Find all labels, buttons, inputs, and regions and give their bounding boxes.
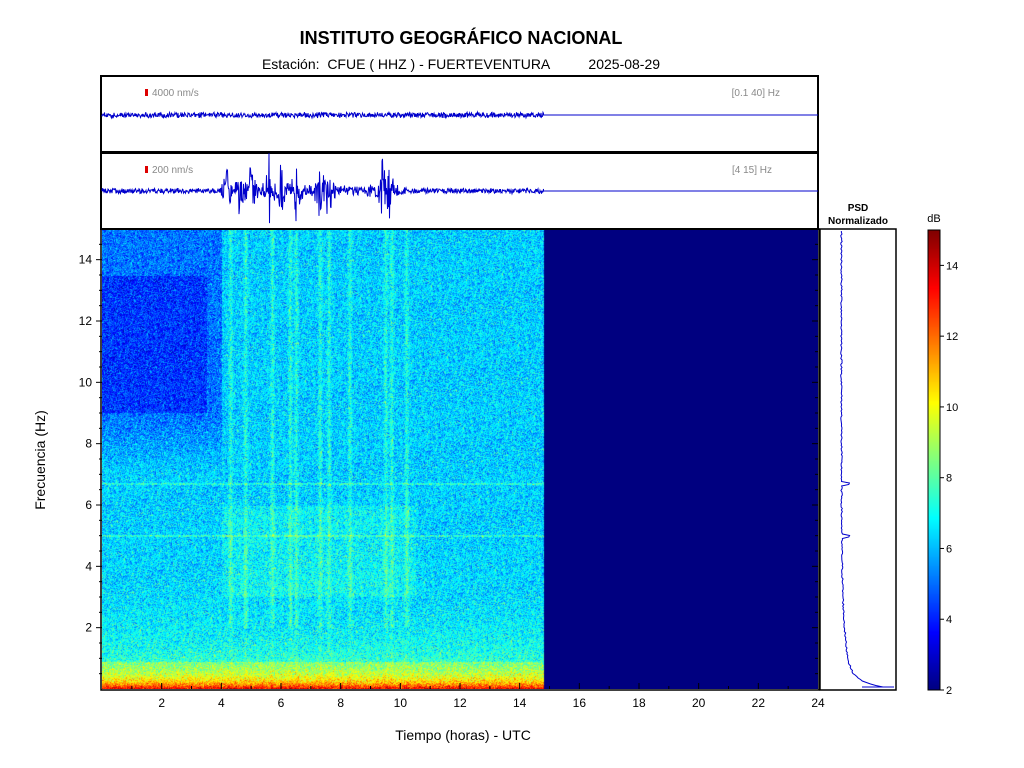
colorbar-tick-label: 12 — [946, 331, 958, 343]
x-tick-label: 4 — [218, 696, 225, 710]
colorbar-tick-label: 2 — [946, 685, 952, 697]
colorbar-tick-label: 4 — [946, 614, 952, 626]
psd-title-line1: PSD — [848, 203, 869, 214]
y-tick-label: 14 — [79, 253, 93, 267]
y-tick-label: 6 — [85, 498, 92, 512]
spectrogram-area — [102, 229, 818, 689]
colorbar-frame — [927, 229, 941, 691]
seismogram-filtered-trace — [101, 153, 818, 224]
y-tick-label: 12 — [79, 314, 93, 328]
colorbar-unit: dB — [927, 213, 940, 225]
y-tick-label: 8 — [85, 437, 92, 451]
x-tick-label: 6 — [278, 696, 285, 710]
psd-title-line2: Normalizado — [828, 216, 888, 227]
filter-label-2: [4 15] Hz — [732, 165, 772, 176]
colorbar-tick-label: 14 — [946, 260, 958, 272]
colorbar-tick-label: 10 — [946, 402, 958, 414]
scale-label-1: 4000 nm/s — [152, 88, 199, 99]
scale-label-2: 200 nm/s — [152, 165, 193, 176]
y-axis-title: Frecuencia (Hz) — [32, 410, 48, 510]
station-name: CFUE ( HHZ ) - FUERTEVENTURA — [327, 56, 550, 72]
x-tick-label: 8 — [337, 696, 344, 710]
x-tick-label: 16 — [573, 696, 587, 710]
x-axis: 2 4 6 8 10 12 14 16 18 20 22 24 — [131, 683, 825, 710]
y-axis: 2 4 6 8 10 12 14 — [79, 243, 818, 675]
seismogram-broadband-trace — [101, 110, 818, 120]
x-tick-label: 18 — [632, 696, 646, 710]
x-tick-label: 2 — [158, 696, 165, 710]
colorbar-ticks: 2 4 6 8 10 12 14 — [940, 260, 958, 697]
x-tick-label: 12 — [453, 696, 467, 710]
scale-marker-1 — [145, 89, 148, 96]
psd-frame — [819, 228, 897, 691]
y-tick-label: 10 — [79, 375, 93, 389]
colorbar-tick-label: 8 — [946, 473, 952, 485]
x-axis-title: Tiempo (horas) - UTC — [395, 727, 531, 743]
chart-title: INSTITUTO GEOGRÁFICO NACIONAL — [299, 28, 623, 48]
y-tick-label: 2 — [85, 621, 92, 635]
chart-subtitle: Estación: CFUE ( HHZ ) - FUERTEVENTURA 2… — [0, 56, 922, 72]
station-label: Estación: — [261, 56, 320, 72]
psd-curve — [840, 230, 894, 688]
station-date: 2025-08-29 — [588, 56, 661, 72]
scale-marker-2 — [145, 166, 148, 173]
x-tick-label: 14 — [513, 696, 527, 710]
filter-label-1: [0.1 40] Hz — [732, 88, 780, 99]
x-tick-label: 10 — [394, 696, 408, 710]
colorbar-tick-label: 6 — [946, 543, 952, 555]
y-tick-label: 4 — [85, 559, 92, 573]
x-tick-label: 24 — [811, 696, 825, 710]
x-tick-label: 22 — [752, 696, 766, 710]
x-tick-label: 20 — [692, 696, 706, 710]
colorbar-area — [928, 230, 940, 690]
